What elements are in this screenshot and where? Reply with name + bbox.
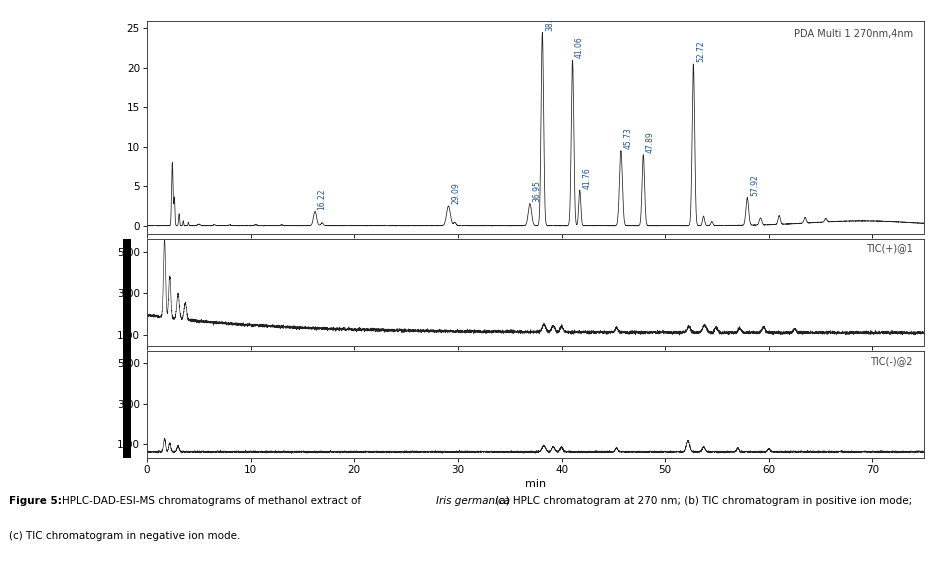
Text: Iris germanica: Iris germanica (436, 496, 510, 506)
X-axis label: min: min (525, 479, 546, 489)
Text: 52.72: 52.72 (696, 41, 705, 62)
Text: 29.09: 29.09 (451, 183, 460, 204)
Text: 38.15: 38.15 (545, 9, 554, 31)
Text: TIC(+)@1: TIC(+)@1 (866, 244, 913, 254)
Text: (c) TIC chromatogram in negative ion mode.: (c) TIC chromatogram in negative ion mod… (9, 531, 241, 541)
Text: 36.95: 36.95 (533, 180, 541, 202)
Text: 47.89: 47.89 (646, 131, 655, 153)
Text: Figure 5:: Figure 5: (9, 496, 66, 506)
Text: TIC(-)@2: TIC(-)@2 (870, 356, 913, 366)
Text: PDA Multi 1 270nm,4nm: PDA Multi 1 270nm,4nm (793, 29, 913, 39)
Text: 45.73: 45.73 (624, 127, 632, 149)
Text: (a) HPLC chromatogram at 270 nm; (b) TIC chromatogram in positive ion mode;: (a) HPLC chromatogram at 270 nm; (b) TIC… (492, 496, 912, 506)
Text: 41.06: 41.06 (575, 36, 584, 59)
Text: 41.76: 41.76 (582, 167, 592, 188)
Text: 57.92: 57.92 (750, 175, 758, 197)
Text: 16.22: 16.22 (318, 188, 327, 210)
Text: HPLC-DAD-ESI-MS chromatograms of methanol extract of: HPLC-DAD-ESI-MS chromatograms of methano… (62, 496, 364, 506)
